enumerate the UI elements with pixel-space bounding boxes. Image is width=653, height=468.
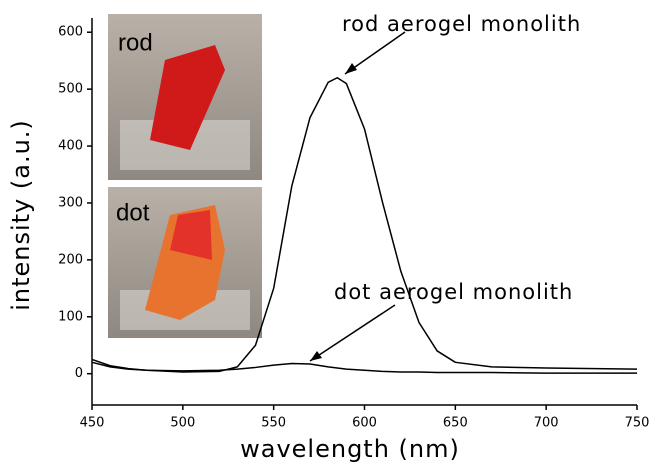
x-tick-label: 700 [534,416,559,431]
y-tick-label: 500 [58,82,83,97]
inset-label: rod [118,29,153,56]
x-tick-label: 650 [443,416,468,431]
chart: rod dot rod aerogel monolith dot aerogel… [0,0,653,468]
annotation: dot aerogel monolith [334,280,573,304]
y-tick-label: 0 [75,366,83,381]
x-tick-label: 750 [625,416,650,431]
y-axis-label: intensity (a.u.) [7,119,35,311]
y-tick-label: 400 [58,139,83,154]
x-tick-label: 450 [80,416,105,431]
x-tick-label: 600 [352,416,377,431]
arrow [310,305,395,361]
y-tick-label: 100 [58,309,83,324]
arrow-head [310,351,322,361]
y-tick-label: 600 [58,25,83,40]
y-tick-label: 300 [58,195,83,210]
arrow-head [345,63,357,74]
y-tick-label: 200 [58,252,83,267]
x-tick-label: 500 [170,416,195,431]
annotation: rod aerogel monolith [342,12,581,36]
inset-label: dot [116,199,150,226]
x-tick-label: 550 [261,416,286,431]
x-axis-label: wavelength (nm) [240,435,460,463]
